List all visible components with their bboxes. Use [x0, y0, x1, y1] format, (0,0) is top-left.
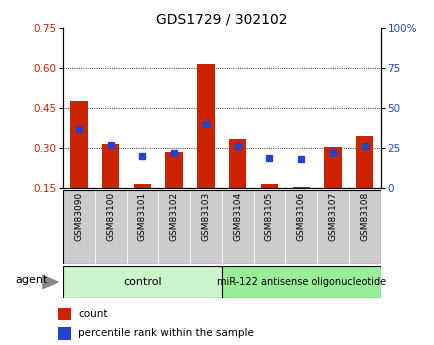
Bar — [126, 190, 158, 264]
Text: percentile rank within the sample: percentile rank within the sample — [78, 328, 253, 338]
Bar — [323, 147, 341, 188]
Bar — [95, 190, 126, 264]
Bar — [158, 190, 190, 264]
Text: GSM83100: GSM83100 — [106, 192, 115, 241]
Bar — [63, 266, 221, 298]
Bar — [58, 327, 71, 339]
Bar — [197, 64, 214, 188]
Text: GSM83108: GSM83108 — [359, 192, 368, 241]
Bar — [133, 184, 151, 188]
Bar — [221, 190, 253, 264]
Title: GDS1729 / 302102: GDS1729 / 302102 — [156, 12, 287, 27]
Bar — [58, 308, 71, 320]
Bar — [348, 190, 380, 264]
Text: count: count — [78, 309, 107, 319]
Text: miR-122 antisense oligonucleotide: miR-122 antisense oligonucleotide — [216, 277, 385, 287]
Bar — [70, 101, 88, 188]
Text: GSM83090: GSM83090 — [74, 192, 83, 241]
Bar — [190, 190, 221, 264]
Polygon shape — [43, 275, 58, 288]
Text: GSM83105: GSM83105 — [264, 192, 273, 241]
Text: GSM83106: GSM83106 — [296, 192, 305, 241]
Bar — [228, 139, 246, 188]
Text: GSM83107: GSM83107 — [328, 192, 337, 241]
Text: GSM83104: GSM83104 — [233, 192, 242, 241]
Text: GSM83103: GSM83103 — [201, 192, 210, 241]
Bar — [165, 152, 183, 188]
Text: GSM83101: GSM83101 — [138, 192, 147, 241]
Bar — [63, 190, 95, 264]
Bar — [102, 144, 119, 188]
Bar — [253, 190, 285, 264]
Text: GSM83102: GSM83102 — [169, 192, 178, 241]
Text: agent: agent — [16, 275, 48, 285]
Bar — [355, 136, 373, 188]
Bar — [221, 266, 380, 298]
Bar — [292, 187, 309, 188]
Bar — [316, 190, 348, 264]
Text: control: control — [123, 277, 161, 287]
Bar — [260, 184, 278, 188]
Bar — [285, 190, 316, 264]
